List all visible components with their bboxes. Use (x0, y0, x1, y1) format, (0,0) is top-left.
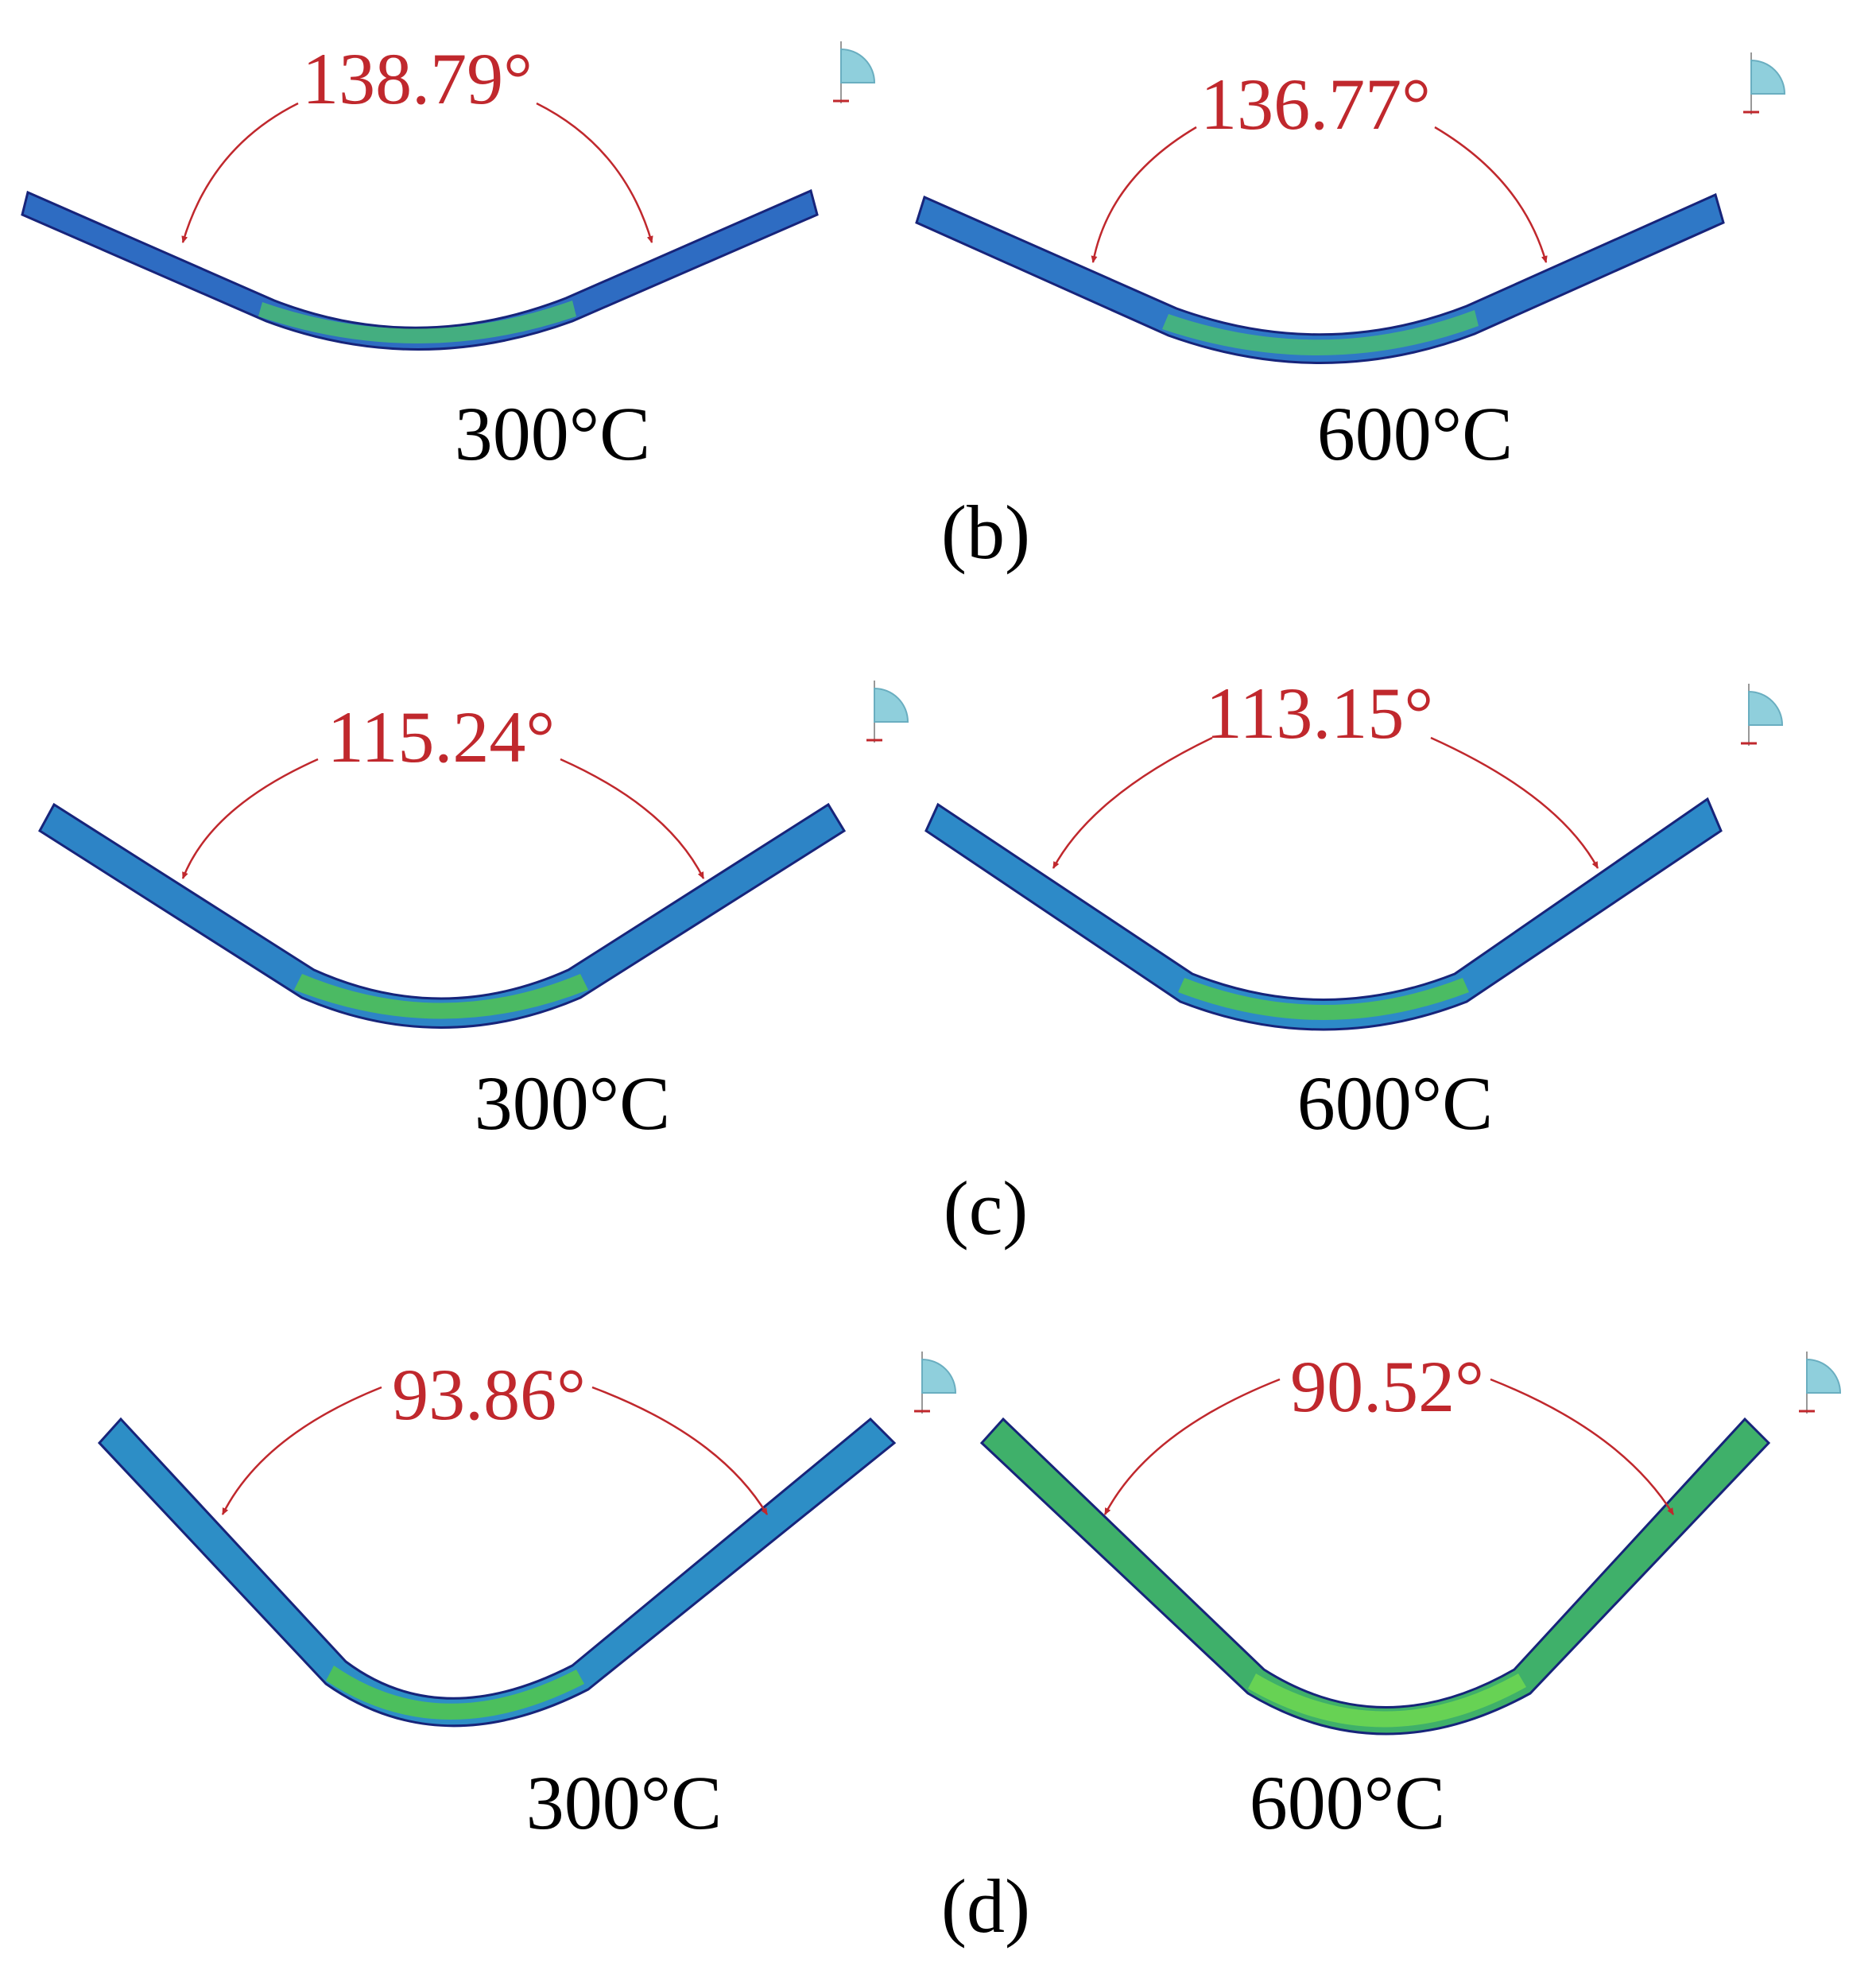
temperature-label-c-600c: 600°C (1297, 1061, 1493, 1146)
specimen-d-300c: 93.86° 300°C (97, 1352, 957, 1845)
specimen-d-600c: 90.52° 600°C (979, 1346, 1842, 1845)
coordinate-triad-icon (1799, 1352, 1842, 1414)
angle-label-d-600c: 90.52° (1290, 1346, 1484, 1427)
coordinate-triad-icon (866, 681, 909, 743)
angle-arc-d-600c (1103, 1378, 1281, 1515)
coordinate-triad-icon (833, 41, 876, 103)
angle-arc-b-300c-right (536, 102, 653, 243)
bent-beam-d-600c (979, 1417, 1771, 1736)
panel-c: 115.24° 300°C 113.15° 600°C (c) (38, 673, 1784, 1251)
angle-arc-b-600c (1091, 126, 1197, 263)
beam-hotspot-b-300c (258, 301, 576, 343)
panel-label-b: (b) (941, 490, 1030, 575)
specimen-c-600c: 113.15° 600°C (924, 673, 1784, 1146)
angle-label-c-300c: 115.24° (328, 696, 555, 778)
bent-beam-c-300c (38, 802, 847, 1029)
angle-arc-c-600c-right (1430, 736, 1599, 869)
temperature-label-b-600c: 600°C (1317, 391, 1513, 476)
angle-label-b-300c: 138.79° (302, 38, 533, 119)
angle-arc-c-300c (181, 758, 319, 879)
beam-hotspot-b-600c (1162, 310, 1479, 356)
angle-arc-c-600c (1052, 736, 1213, 869)
bent-beam-b-600c (915, 192, 1725, 364)
specimen-b-300c: 138.79° 300°C (21, 38, 876, 476)
angle-arc-d-600c-right (1490, 1378, 1675, 1515)
angle-arc-c-300c-right (560, 758, 705, 879)
angle-label-b-600c: 136.77° (1200, 64, 1431, 145)
angle-arc-d-300c (221, 1386, 382, 1515)
angle-arc-d-300c-right (591, 1386, 769, 1515)
angle-arc-b-600c-right (1434, 126, 1548, 263)
panel-b: 138.79° 300°C 136.77° 600°C (b) (21, 38, 1786, 575)
specimen-b-600c: 136.77° 600°C (915, 52, 1786, 476)
coordinate-triad-icon (1741, 684, 1784, 746)
coordinate-triad-icon (1743, 52, 1786, 114)
angle-label-c-600c: 113.15° (1206, 673, 1433, 754)
angle-arc-b-300c (181, 102, 299, 243)
temperature-label-d-300c: 300°C (526, 1760, 722, 1845)
beam-hotspot-c-600c (1178, 978, 1469, 1020)
temperature-label-b-300c: 300°C (455, 391, 650, 476)
panel-label-d: (d) (941, 1864, 1030, 1949)
bent-beam-d-300c (97, 1417, 897, 1728)
beam-hotspot-c-300c (294, 974, 588, 1019)
angle-label-d-300c: 93.86° (392, 1354, 586, 1435)
specimen-c-300c: 115.24° 300°C (38, 681, 909, 1146)
panel-label-c: (c) (944, 1165, 1029, 1251)
panel-d: 93.86° 300°C 90.52° 600°C (d) (97, 1346, 1842, 1949)
bent-beam-b-300c (21, 188, 819, 351)
coordinate-triad-icon (914, 1352, 957, 1414)
temperature-label-d-600c: 600°C (1250, 1760, 1445, 1845)
bent-beam-c-600c (924, 797, 1723, 1031)
beam-hotspot-d-300c (326, 1666, 584, 1720)
beam-hotspot-d-600c (1248, 1674, 1526, 1728)
temperature-label-c-300c: 300°C (475, 1061, 670, 1146)
